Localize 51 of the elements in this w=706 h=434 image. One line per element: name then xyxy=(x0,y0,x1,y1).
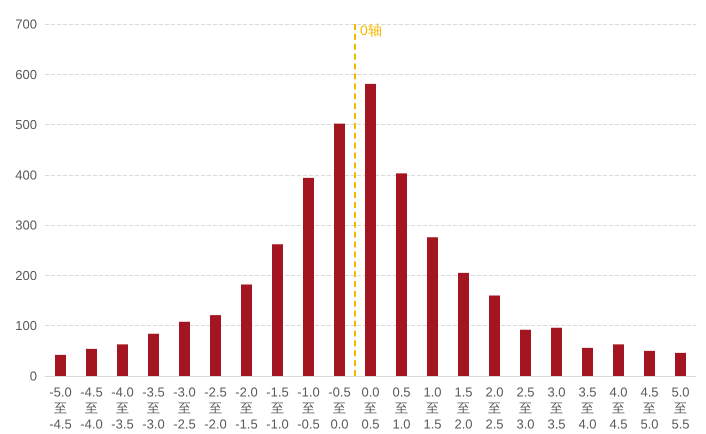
y-tick-label: 500 xyxy=(15,117,37,132)
x-tick-label: -1.0 至 -0.5 xyxy=(297,384,320,432)
bar xyxy=(55,354,66,376)
bar xyxy=(365,84,376,376)
y-tick-label: 200 xyxy=(15,268,37,283)
bar xyxy=(86,348,97,376)
x-tick-label: -4.0 至 -3.5 xyxy=(111,384,134,432)
bar xyxy=(551,328,562,376)
x-tick-label: 5.0 至 5.5 xyxy=(671,384,690,432)
x-tick-label: 0.0 至 0.5 xyxy=(361,384,380,432)
y-tick-label: 600 xyxy=(15,66,37,82)
bar xyxy=(210,315,221,376)
y-tick-label: 0 xyxy=(30,368,37,384)
bar xyxy=(334,124,345,376)
x-tick-label: 4.5 至 5.0 xyxy=(640,384,659,432)
x-tick-label: -0.5 至 0.0 xyxy=(328,384,351,432)
x-tick-label: 4.0 至 4.5 xyxy=(609,384,628,432)
x-tick-label: 3.0 至 3.5 xyxy=(547,384,566,432)
bar xyxy=(396,173,407,376)
x-tick-label: -5.0 至 -4.5 xyxy=(49,384,72,432)
bar xyxy=(272,244,283,376)
bar xyxy=(303,178,314,376)
x-tick-label: 2.0 至 2.5 xyxy=(485,384,504,432)
bar xyxy=(644,350,655,376)
x-tick-label: -1.5 至 -1.0 xyxy=(266,384,289,432)
x-tick-label: -2.0 至 -1.5 xyxy=(235,384,258,432)
bar xyxy=(613,344,624,376)
x-tick-label: -3.0 至 -2.5 xyxy=(173,384,196,432)
bar xyxy=(675,352,686,376)
y-tick-label: 400 xyxy=(15,167,37,182)
x-tick-label: -2.5 至 -2.0 xyxy=(204,384,227,432)
bar xyxy=(427,237,438,376)
bar xyxy=(148,334,159,376)
bar xyxy=(241,284,252,376)
x-tick-label: -4.5 至 -4.0 xyxy=(80,384,103,432)
bar xyxy=(489,296,500,376)
x-tick-label: 1.5 至 2.0 xyxy=(454,384,473,432)
y-tick-label: 300 xyxy=(15,218,37,233)
y-tick-label: 100 xyxy=(15,318,37,334)
bar xyxy=(117,344,128,376)
bar xyxy=(458,272,469,376)
x-tick-label: 3.5 至 4.0 xyxy=(578,384,597,432)
x-tick-label: 1.0 至 1.5 xyxy=(423,384,442,432)
bar xyxy=(582,348,593,376)
y-tick-label: 700 xyxy=(15,16,37,32)
x-tick-label: 0.5 至 1.0 xyxy=(392,384,411,432)
bar xyxy=(179,322,190,376)
x-tick-label: -3.5 至 -3.0 xyxy=(142,384,165,432)
x-tick-label: 2.5 至 3.0 xyxy=(516,384,535,432)
ref-line-label: 0轴 xyxy=(360,22,382,40)
bar xyxy=(520,330,531,376)
